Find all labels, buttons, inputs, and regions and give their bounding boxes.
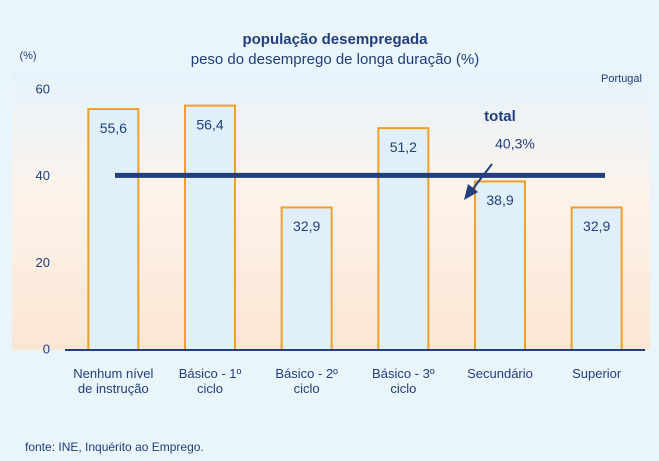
bar <box>87 108 140 351</box>
value-label: 56,4 <box>196 116 223 132</box>
value-label: 55,6 <box>100 120 127 136</box>
chart-subtitle: peso do desemprego de longa duração (%) <box>191 51 480 68</box>
x-tick-label: Básico - 2º ciclo <box>275 366 338 396</box>
source: fonte: INE, Inquérito ao Emprego. <box>25 440 204 454</box>
x-tick-label: Superior <box>572 366 622 381</box>
bar <box>184 104 236 351</box>
total-label: total <box>484 108 516 125</box>
y-tick-label: 40 <box>36 168 50 183</box>
arrow-shaft <box>471 163 493 191</box>
value-label: 38,9 <box>486 192 513 208</box>
x-tick-label: Nenhum nível de instrução <box>73 366 154 396</box>
y-tick-label: 0 <box>43 341 50 356</box>
bar <box>570 206 623 351</box>
bar <box>377 127 430 351</box>
x-tick-label: Secundário <box>467 366 533 381</box>
y-axis-label: (%) <box>19 50 36 62</box>
y-tick-label: 60 <box>36 81 50 96</box>
x-tick-label: Básico - 3º ciclo <box>372 366 435 396</box>
chart-title: população desempregada <box>242 31 428 48</box>
value-label: 32,9 <box>583 218 610 234</box>
annotation: Portugal <box>601 73 642 85</box>
x-tick-label: Básico - 1º ciclo <box>178 366 242 396</box>
value-label: 51,2 <box>390 139 417 155</box>
y-tick-label: 20 <box>36 255 50 270</box>
arrow-head <box>464 184 478 200</box>
value-label: 32,9 <box>293 218 320 234</box>
bar <box>280 206 333 351</box>
total-value-label: 40,3% <box>495 136 535 152</box>
